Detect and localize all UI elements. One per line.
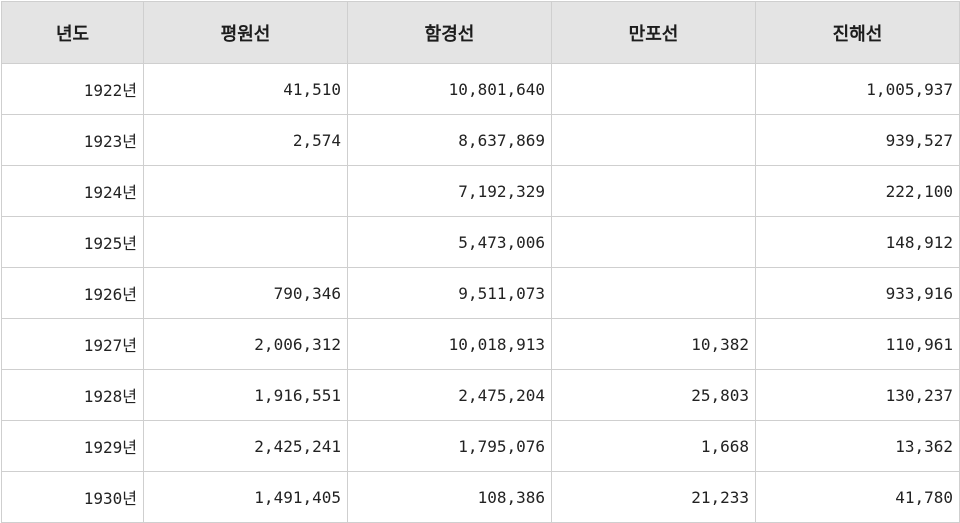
cell-manpo — [551, 165, 756, 217]
header-manpo-line: 만포선 — [551, 1, 756, 64]
table-row: 1930년 1,491,405 108,386 21,233 41,780 — [1, 471, 960, 523]
cell-year: 1923년 — [1, 114, 144, 166]
cell-manpo — [551, 63, 756, 115]
cell-jinhae: 41,780 — [755, 471, 960, 523]
table-row: 1923년 2,574 8,637,869 939,527 — [1, 114, 960, 166]
cell-pyeongwon: 2,006,312 — [143, 318, 348, 370]
table-row: 1924년 7,192,329 222,100 — [1, 165, 960, 217]
cell-hamgyeong: 8,637,869 — [347, 114, 552, 166]
table-row: 1925년 5,473,006 148,912 — [1, 216, 960, 268]
table-row: 1928년 1,916,551 2,475,204 25,803 130,237 — [1, 369, 960, 421]
cell-pyeongwon: 41,510 — [143, 63, 348, 115]
header-jinhae-line: 진해선 — [755, 1, 960, 64]
cell-jinhae: 933,916 — [755, 267, 960, 319]
header-pyeongwon-line: 평원선 — [143, 1, 348, 64]
cell-manpo — [551, 267, 756, 319]
cell-pyeongwon — [143, 165, 348, 217]
cell-year: 1924년 — [1, 165, 144, 217]
cell-hamgyeong: 9,511,073 — [347, 267, 552, 319]
table-row: 1926년 790,346 9,511,073 933,916 — [1, 267, 960, 319]
cell-jinhae: 130,237 — [755, 369, 960, 421]
cell-year: 1927년 — [1, 318, 144, 370]
cell-manpo: 25,803 — [551, 369, 756, 421]
cell-hamgyeong: 2,475,204 — [347, 369, 552, 421]
cell-jinhae: 148,912 — [755, 216, 960, 268]
cell-year: 1929년 — [1, 420, 144, 472]
table-header: 년도 평원선 함경선 만포선 진해선 — [1, 1, 960, 64]
cell-hamgyeong: 7,192,329 — [347, 165, 552, 217]
cell-pyeongwon: 1,916,551 — [143, 369, 348, 421]
table-row: 1927년 2,006,312 10,018,913 10,382 110,96… — [1, 318, 960, 370]
cell-manpo: 21,233 — [551, 471, 756, 523]
cell-jinhae: 222,100 — [755, 165, 960, 217]
cell-jinhae: 1,005,937 — [755, 63, 960, 115]
cell-hamgyeong: 108,386 — [347, 471, 552, 523]
cell-manpo — [551, 114, 756, 166]
cell-jinhae: 939,527 — [755, 114, 960, 166]
cell-manpo: 1,668 — [551, 420, 756, 472]
cell-jinhae: 110,961 — [755, 318, 960, 370]
cell-year: 1925년 — [1, 216, 144, 268]
table-row: 1922년 41,510 10,801,640 1,005,937 — [1, 63, 960, 115]
cell-jinhae: 13,362 — [755, 420, 960, 472]
cell-year: 1922년 — [1, 63, 144, 115]
table-row: 1929년 2,425,241 1,795,076 1,668 13,362 — [1, 420, 960, 472]
cell-year: 1928년 — [1, 369, 144, 421]
header-hamgyeong-line: 함경선 — [347, 1, 552, 64]
header-year: 년도 — [1, 1, 144, 64]
cell-pyeongwon: 790,346 — [143, 267, 348, 319]
header-row: 년도 평원선 함경선 만포선 진해선 — [1, 1, 960, 64]
cell-hamgyeong: 10,018,913 — [347, 318, 552, 370]
table-body: 1922년 41,510 10,801,640 1,005,937 1923년 … — [1, 63, 960, 523]
cell-hamgyeong: 1,795,076 — [347, 420, 552, 472]
cell-pyeongwon — [143, 216, 348, 268]
cell-hamgyeong: 5,473,006 — [347, 216, 552, 268]
cell-year: 1926년 — [1, 267, 144, 319]
cell-manpo — [551, 216, 756, 268]
cell-manpo: 10,382 — [551, 318, 756, 370]
cell-pyeongwon: 2,574 — [143, 114, 348, 166]
cell-pyeongwon: 2,425,241 — [143, 420, 348, 472]
cell-year: 1930년 — [1, 471, 144, 523]
cell-pyeongwon: 1,491,405 — [143, 471, 348, 523]
cell-hamgyeong: 10,801,640 — [347, 63, 552, 115]
